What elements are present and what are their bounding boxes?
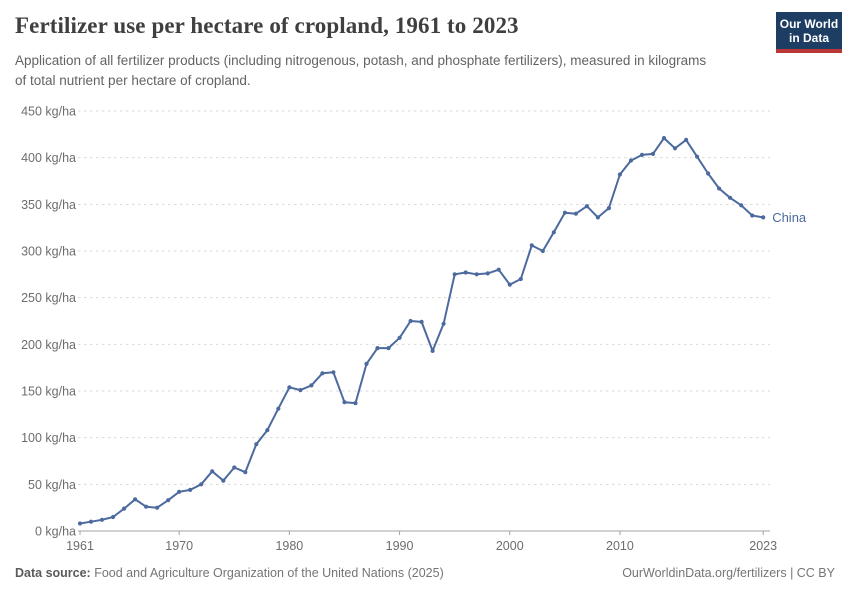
data-point[interactable] (133, 497, 138, 502)
data-point[interactable] (77, 521, 83, 526)
data-point[interactable] (739, 203, 744, 208)
data-point[interactable] (408, 318, 413, 324)
x-axis-tick-label: 2023 (749, 539, 777, 553)
data-point[interactable] (463, 270, 468, 275)
y-axis-tick-label: 450 kg/ha (21, 105, 76, 119)
data-point[interactable] (397, 335, 402, 340)
series-line-china[interactable] (79, 137, 765, 525)
y-axis-tick-label: 0 kg/ha (35, 525, 76, 539)
data-point[interactable] (750, 213, 755, 218)
x-axis-tick-label: 1961 (66, 539, 94, 553)
data-point[interactable] (232, 465, 237, 470)
data-point[interactable] (540, 248, 545, 254)
owid-logo-line1: Our World (779, 17, 839, 31)
y-axis-tick-label: 200 kg/ha (21, 338, 76, 352)
y-axis-tick-label: 150 kg/ha (21, 385, 76, 399)
data-point[interactable] (221, 478, 226, 483)
data-point[interactable] (650, 151, 656, 156)
data-point[interactable] (717, 186, 722, 191)
data-point[interactable] (331, 370, 336, 375)
data-point[interactable] (287, 385, 292, 390)
data-point[interactable] (320, 371, 325, 376)
data-point[interactable] (177, 489, 182, 494)
data-point[interactable] (684, 137, 689, 142)
data-point[interactable] (419, 319, 424, 324)
y-axis-tick-label: 100 kg/ha (21, 431, 76, 445)
data-point[interactable] (617, 172, 623, 177)
data-point[interactable] (507, 282, 512, 287)
data-point[interactable] (265, 428, 270, 433)
data-point[interactable] (529, 243, 534, 248)
data-point[interactable] (485, 271, 490, 276)
data-point[interactable] (496, 267, 501, 272)
data-point[interactable] (364, 361, 369, 366)
data-point[interactable] (562, 210, 568, 215)
chart-footer: Data source: Food and Agriculture Organi… (15, 566, 835, 580)
data-point[interactable] (166, 498, 171, 503)
data-point[interactable] (474, 272, 479, 277)
x-axis-tick-label: 1970 (165, 539, 193, 553)
data-point[interactable] (661, 136, 667, 141)
data-point[interactable] (342, 400, 347, 405)
page-title: Fertilizer use per hectare of cropland, … (15, 13, 519, 38)
data-point[interactable] (452, 272, 457, 277)
owid-logo[interactable]: Our World in Data (776, 12, 842, 53)
data-point[interactable] (188, 487, 193, 492)
x-axis-tick-label: 2000 (496, 539, 524, 553)
data-point[interactable] (111, 514, 116, 520)
data-point[interactable] (210, 469, 215, 474)
data-source-value: Food and Agriculture Organization of the… (94, 566, 444, 580)
y-axis-tick-label: 50 kg/ha (28, 478, 76, 492)
data-point[interactable] (628, 158, 634, 163)
line-chart: 0 kg/ha 50 kg/ha 100 kg/ha 150 kg/ha 200 kg/… (21, 105, 807, 554)
data-point[interactable] (243, 470, 248, 475)
owid-logo-line2: in Data (788, 31, 829, 45)
data-point[interactable] (672, 146, 678, 151)
data-point[interactable] (99, 517, 105, 522)
data-point[interactable] (518, 276, 523, 282)
data-point[interactable] (706, 171, 711, 176)
data-point[interactable] (386, 346, 391, 351)
data-point[interactable] (430, 348, 435, 353)
data-point[interactable] (353, 401, 358, 406)
data-point[interactable] (584, 204, 590, 209)
data-point[interactable] (298, 388, 303, 393)
data-point[interactable] (761, 215, 766, 220)
x-axis-tick-label: 1980 (275, 539, 303, 553)
data-point[interactable] (606, 206, 612, 211)
data-point[interactable] (375, 346, 380, 351)
data-point[interactable] (144, 504, 149, 509)
y-axis-tick-label: 250 kg/ha (21, 291, 76, 305)
data-point[interactable] (728, 195, 733, 200)
data-point[interactable] (88, 519, 94, 524)
series-label-china[interactable]: China (772, 210, 807, 225)
data-point[interactable] (573, 211, 579, 216)
data-point[interactable] (309, 383, 314, 388)
x-axis-tick-label: 2010 (606, 539, 634, 553)
chart-subtitle: Application of all fertilizer products (… (15, 53, 707, 88)
data-point[interactable] (155, 505, 160, 510)
data-point[interactable] (199, 482, 204, 487)
data-point[interactable] (695, 154, 700, 159)
data-point[interactable] (551, 230, 556, 235)
data-source-note: Data source: Food and Agriculture Organi… (15, 566, 444, 580)
y-axis-tick-label: 300 kg/ha (21, 245, 76, 259)
x-axis-tick-label: 1990 (386, 539, 414, 553)
owid-attribution-link[interactable]: OurWorldinData.org/fertilizers | CC BY (622, 566, 835, 580)
data-source-label: Data source: (15, 566, 91, 580)
data-point[interactable] (122, 506, 127, 511)
y-axis-tick-label: 350 kg/ha (21, 198, 76, 212)
data-point[interactable] (639, 152, 645, 157)
y-axis-tick-label: 400 kg/ha (21, 151, 76, 165)
data-point[interactable] (595, 215, 601, 220)
data-point[interactable] (276, 406, 281, 411)
data-point[interactable] (441, 321, 446, 326)
data-point[interactable] (254, 442, 259, 447)
owid-logo-accent-bar (776, 49, 842, 53)
